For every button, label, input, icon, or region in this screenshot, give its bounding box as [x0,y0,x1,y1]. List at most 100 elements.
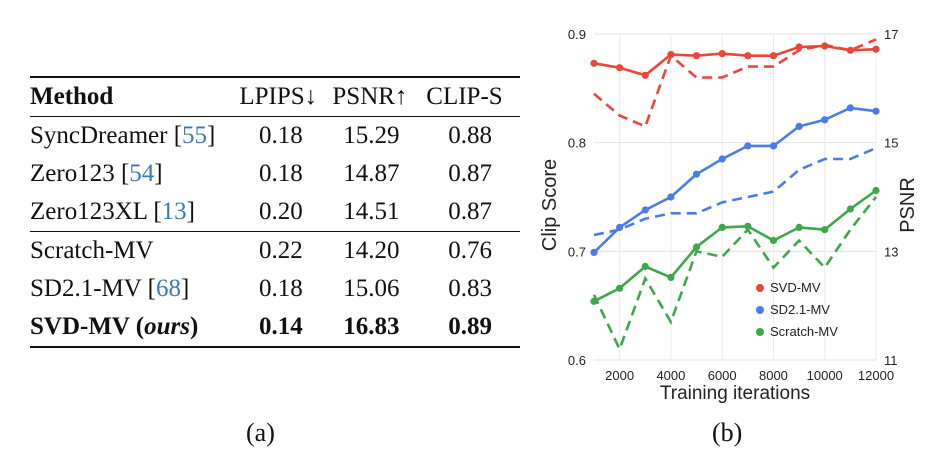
header-psnr: PSNR↑ [322,76,421,117]
psnr-cell: 14.51 [343,198,400,225]
sd2-1-mv-clip-point [769,142,778,150]
psnr-cell: 15.29 [322,116,421,155]
clip-cell: 0.88 [420,116,520,155]
clip-cell: 0.87 [448,160,493,187]
svd-mv-clip-point [821,42,829,50]
psnr-cell: 15.06 [343,275,400,302]
method-name: SyncDreamer [30,122,174,149]
citation: 13 [161,198,187,225]
psnr-cell: 14.20 [322,231,421,270]
citation: 68 [155,275,181,302]
sd2-1-mv-legend-label: SD2.1-MV [770,302,830,317]
svd-mv-clip-line [593,44,877,77]
lpips-cell: 0.18 [259,160,303,187]
sd2-1-mv-clip-point [590,248,598,256]
scratch-mv-clip-point [718,223,726,231]
scratch-mv-clip-point [590,297,598,305]
svd-mv-legend-marker [756,284,764,292]
caption-a: (a) [246,418,275,447]
results-table-container: Method LPIPS↓ PSNR↑ CLIP-S SyncDreamer [… [30,76,520,376]
y-left-tick-label: 0.7 [568,244,586,259]
x-tick-label: 8000 [759,368,788,383]
x-tick-label: 10000 [807,368,843,383]
sd2-1-mv-clip-point [744,142,752,150]
sd2-1-mv-clip-point [718,155,726,163]
svd-mv-legend-label: SVD-MV [770,280,821,295]
caption-b: (b) [712,418,743,447]
method-name-end: ) [190,313,199,340]
svd-mv-clip-point [590,59,598,67]
svd-mv-clip-point [872,45,880,53]
scratch-mv-clip-point [846,205,854,213]
psnr-cell: 16.83 [322,308,421,348]
scratch-mv-legend-label: Scratch-MV [770,324,838,339]
clip-cell: 0.83 [448,275,493,302]
scratch-mv-clip-point [769,236,778,245]
sd2-1-mv-clip-line [593,106,877,254]
svd-mv-clip-point [795,43,803,51]
lpips-cell: 0.14 [239,308,323,348]
svd-mv-clip-point [667,51,675,59]
method-cell: SVD-MV (ours) [30,308,240,348]
lpips-cell: 0.18 [259,275,303,302]
svd-mv-clip-point [846,46,854,54]
lpips-cell: 0.20 [259,198,303,225]
scratch-mv-clip-point [641,262,649,271]
psnr-cell: 14.87 [343,160,400,187]
header-clip: CLIP-S [420,76,520,117]
method-cell: Scratch-MV [30,231,240,270]
x-tick-label: 6000 [708,368,737,383]
y-left-tick-label: 0.9 [568,27,586,42]
sd2-1-mv-clip-point [795,122,803,130]
x-tick-label: 2000 [605,368,634,383]
y-axis-right-label: PSNR [897,177,919,233]
y-right-tick-label: 13 [884,244,898,259]
sd2-1-mv-psnr-line [593,146,877,237]
lpips-cell: 0.22 [239,231,323,270]
method-name-italic: ours [144,313,190,340]
y-left-tick-label: 0.8 [568,136,586,151]
scratch-mv-clip-line [593,189,877,303]
method-name: Scratch-MV [30,237,154,264]
y-axis-left-label: Clip Score [539,159,561,251]
svd-mv-clip-point [616,64,624,72]
header-method: Method [30,76,240,117]
table-row: SD2.1-MV [68] 0.18 15.06 0.83 [30,270,520,308]
svd-mv-clip-point [641,71,649,79]
table-header-row: Method LPIPS↓ PSNR↑ CLIP-S [30,76,520,117]
y-right-tick-label: 11 [884,353,898,368]
citation: 54 [129,160,155,187]
tick-labels: 0.6 0.7 0.8 0.9 11 13 15 17 2000 4000 6000 8000 1000… [568,27,899,383]
scratch-mv-clip-point [744,222,752,230]
method-cell: Zero123XL [13] [30,198,195,225]
svd-mv-clip-point [692,52,701,60]
method-name: Zero123 [30,160,121,187]
y-right-tick-label: 15 [884,136,898,151]
scratch-mv-clip-point [821,226,829,234]
method-cell: SD2.1-MV [68] [30,275,190,302]
sd2-1-mv-clip-point [616,223,624,231]
scratch-mv-legend-marker [756,328,764,336]
sd2-1-mv-clip-point [641,206,649,214]
x-tick-label: 4000 [656,368,685,383]
sd2-1-mv-clip-point [821,116,829,124]
header-lpips: LPIPS↓ [239,76,323,117]
table-row: Zero123 [54] 0.18 14.87 0.87 [30,155,520,193]
svd-mv-clip-point [769,52,778,60]
svd-mv-clip-point [718,50,726,58]
method-name: Zero123XL [30,198,154,225]
clip-cell: 0.89 [420,308,520,348]
scratch-mv-psnr-line [592,196,878,353]
method-name: SD2.1-MV [30,275,148,302]
training-chart: 0.6 0.7 0.8 0.9 11 13 15 17 2000 4000 6000 8000 1000… [539,27,919,404]
svd-mv-psnr-line [593,38,877,129]
table-row: SVD-MV (ours) 0.14 16.83 0.89 [30,308,520,348]
table-row: Scratch-MV 0.22 14.20 0.76 [30,231,520,270]
x-axis-label: Training iterations [660,383,810,404]
method-cell: SyncDreamer [55] [30,116,240,155]
svd-mv-clip-point [744,52,752,60]
sd2-1-mv-clip-point [667,193,675,201]
method-cell: Zero123 [54] [30,160,163,187]
table-row: Zero123XL [13] 0.20 14.51 0.87 [30,193,520,232]
method-name: SVD-MV ( [30,313,145,340]
